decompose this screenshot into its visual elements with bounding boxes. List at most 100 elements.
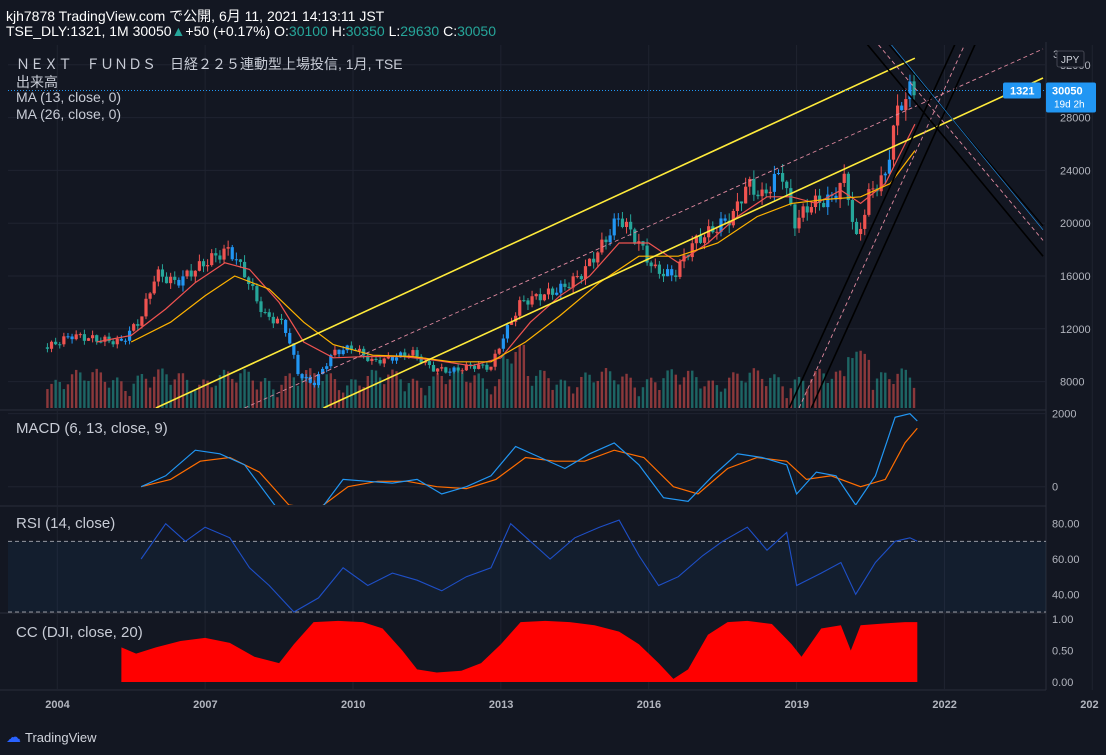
candle-body [645,245,649,263]
candle-body [431,364,436,372]
candle-body [776,173,781,175]
volume-bar [822,373,825,408]
macd-label[interactable]: MACD (6, 13, close, 9) [16,420,168,437]
volume-bar [514,352,517,408]
candle-body [629,221,633,230]
volume-bar [563,380,567,408]
candle-body [760,189,764,197]
candle-body [624,221,629,227]
volume-bar [600,371,604,408]
candle-body [292,343,296,355]
volume-bar [674,374,678,408]
volume-bar [904,369,908,408]
candle-body [587,258,592,267]
channel-lower-line [323,77,1044,408]
candle-body [542,294,546,301]
legend-volume[interactable]: 出来高 [16,74,58,90]
candle-body [497,348,501,354]
legend-instrument[interactable]: ＮＥＸＴ ＦＵＮＤＳ 日経２２５連動型上場投信, 1月, TSE [16,56,403,72]
candle-body [255,286,259,302]
candle-body [900,105,904,111]
high-value: 30350 [345,23,385,39]
candle-body [514,315,518,322]
volume-bar [399,379,402,408]
volume-bar [461,372,464,408]
candle-body [822,202,826,208]
cc-label[interactable]: CC (DJI, close, 20) [16,624,143,641]
chart-background [0,42,1106,692]
cloud-icon: ☁ [6,729,21,746]
candle-body [805,206,809,213]
candle-body [493,353,497,367]
candle-body [563,283,567,287]
macd-line [140,413,918,505]
candle-body [308,376,312,383]
volume-bar [395,371,398,408]
candle-body [45,347,50,349]
volume-bar [493,386,497,408]
volume-bar [247,371,250,408]
candle-body [86,338,91,341]
volume-bar [70,374,74,408]
volume-bar [91,372,94,408]
candle-body [247,277,251,285]
volume-bar [571,393,575,408]
symbol-badge: 1321 [1010,86,1034,98]
candle-body [546,288,551,295]
volume-bar [66,384,70,408]
symbol[interactable]: TSE_DLY:1321, 1M [6,23,129,39]
candle-body [620,218,625,227]
volume-bar [670,369,673,408]
volume-bar [658,390,661,408]
candle-body [234,259,238,261]
volume-bar [132,383,135,408]
volume-bar [764,386,768,408]
volume-bar [362,387,365,408]
candle-body [148,293,152,299]
volume-bar [411,378,415,408]
candle-body [177,279,181,286]
candle-body [871,188,875,190]
volume-bar [559,379,563,408]
candle-body [222,248,226,260]
volume-bar [202,379,205,408]
legend-ma13[interactable]: MA (13, close, 0) [16,89,122,105]
volume-bar [506,358,509,408]
candle-body [357,348,362,351]
volume-bar [534,375,538,408]
volume-bar [181,373,185,408]
volume-bar [325,374,328,408]
candle-body [666,269,670,277]
volume-bar [296,385,300,408]
tradingview-logo[interactable]: ☁ TradingView [6,728,97,746]
volume-bar [830,378,834,408]
rsi-label[interactable]: RSI (14, close) [16,515,116,532]
candle-body [501,338,505,349]
candle-body [472,365,477,369]
candle-body [723,218,727,221]
volume-bar [547,378,550,408]
legend-ma26[interactable]: MA (26, close, 0) [16,106,122,122]
volume-bar [678,384,682,408]
candle-body [259,301,263,312]
candle-body [456,367,460,371]
candle-body [530,296,534,305]
candle-body [288,332,292,344]
volume-bar [309,368,312,408]
price-tick-label: 24000 [1060,165,1091,177]
volume-bar [871,389,875,408]
candle-body [727,220,731,226]
volume-bar [280,384,283,408]
volume-bar [419,387,423,408]
candle-body [452,367,456,372]
candle-body [144,298,148,317]
volume-bar [255,389,259,408]
candle-body [616,218,620,220]
candle-body [349,345,353,350]
volume-bar [370,369,374,408]
candle-body [715,231,719,233]
volume-bar [477,373,480,408]
candle-body [66,336,70,338]
volume-bar [124,391,127,408]
